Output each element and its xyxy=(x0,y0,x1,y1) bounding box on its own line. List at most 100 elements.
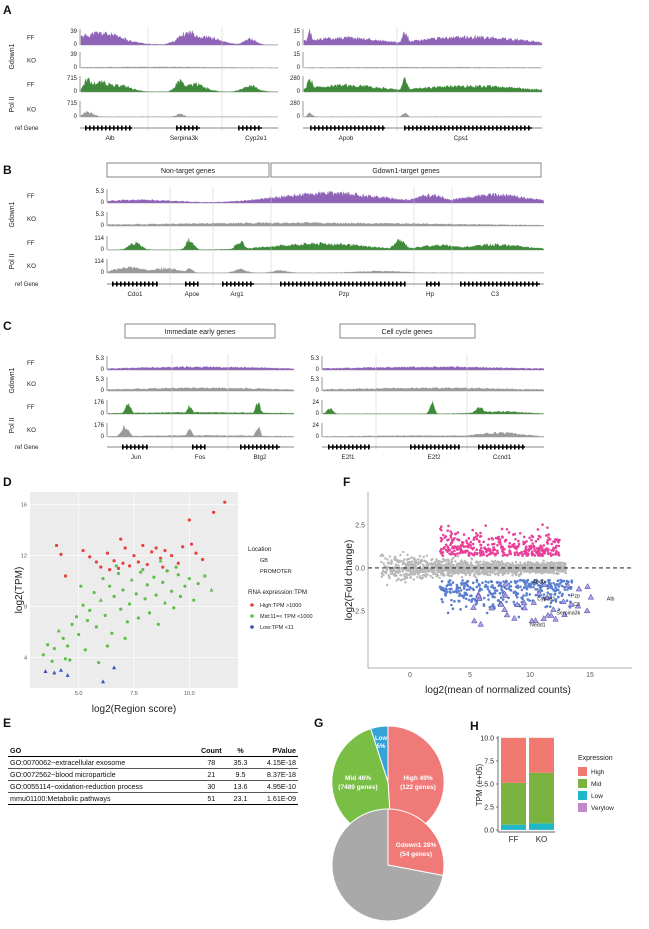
gene-exon xyxy=(246,125,248,131)
ma-point-up xyxy=(474,532,478,535)
track-condition-label: FF xyxy=(27,81,35,88)
ma-point-ns xyxy=(406,553,409,557)
gene-exon xyxy=(230,281,232,287)
ma-point-up xyxy=(555,549,558,553)
ma-point-ns xyxy=(486,573,489,577)
legend-item: Verylow xyxy=(591,805,614,812)
gene-exon xyxy=(138,444,140,450)
ma-point-down xyxy=(492,605,496,608)
ma-point-down xyxy=(497,584,500,587)
bar-segment-high xyxy=(501,737,526,783)
gene-exon xyxy=(338,125,340,131)
ma-point-ns xyxy=(416,576,419,579)
ma-point-ns xyxy=(511,564,514,568)
gene-exon xyxy=(418,444,420,450)
ma-point-up xyxy=(527,547,531,551)
ma-point-up xyxy=(460,543,463,547)
ma-point-ns xyxy=(542,562,546,565)
scatter-point-mid xyxy=(121,588,125,592)
ma-point-up xyxy=(449,541,453,545)
pie-slice-2 xyxy=(370,725,389,783)
gene-exon xyxy=(502,444,504,450)
ma-point-ns xyxy=(401,569,404,572)
ma-point-ns xyxy=(404,576,408,579)
gene-exon xyxy=(382,125,384,131)
ma-point-ns xyxy=(504,570,507,573)
signal-track xyxy=(322,366,545,371)
ma-point-down xyxy=(491,595,495,599)
ma-point-up xyxy=(544,547,548,551)
ma-point-down xyxy=(484,580,488,583)
scatter-point-mid xyxy=(141,568,145,572)
ma-point-down xyxy=(513,579,517,583)
panel-label-b: B xyxy=(3,163,12,177)
gene-exon xyxy=(468,281,470,287)
gene-exon xyxy=(344,444,346,450)
gene-exon xyxy=(142,444,144,450)
table-header-count: Count xyxy=(194,745,229,757)
ma-point-ns xyxy=(461,563,464,566)
panel-label-d: D xyxy=(3,475,12,489)
pie-label-mid: Mid 46% xyxy=(345,775,371,782)
ma-point-up xyxy=(446,538,449,542)
gene-exon xyxy=(404,125,406,131)
gene-exon xyxy=(109,125,111,131)
gene-exon xyxy=(500,281,502,287)
gene-exon xyxy=(410,444,412,450)
gene-exon xyxy=(156,281,158,287)
ma-point-ns xyxy=(505,565,508,568)
table-row: GO:0055114~oxidation-reduction process 3… xyxy=(8,780,298,793)
ma-point-ns xyxy=(390,562,393,565)
ma-point-down xyxy=(534,587,537,591)
legend-location-promoter: PROMOTER xyxy=(260,569,292,575)
header-nontarget-genes: Non-target genes xyxy=(161,168,216,175)
ma-point-ns xyxy=(474,568,477,571)
gene-exon xyxy=(272,444,274,450)
ma-point-down xyxy=(450,598,453,602)
ma-point-ns xyxy=(514,570,518,573)
bar-segment-low xyxy=(529,823,554,830)
ma-triangle-target xyxy=(541,581,548,587)
ma-point-ns xyxy=(525,564,529,568)
ma-point-ns xyxy=(564,569,567,573)
gene-exon xyxy=(434,281,436,287)
ma-point-up xyxy=(508,550,511,554)
gene-exon xyxy=(378,125,380,131)
track-scale-zero: 0 xyxy=(297,42,301,48)
scatter-point-high xyxy=(154,546,158,550)
gene-exon xyxy=(424,125,426,131)
ma-point-ns xyxy=(508,571,511,574)
ma-point-ns xyxy=(519,561,522,564)
ma-triangle-target xyxy=(477,620,484,627)
ma-point-ns xyxy=(415,568,419,571)
gene-exon xyxy=(468,125,470,131)
scatter-point-mid xyxy=(92,590,96,595)
signal-track xyxy=(322,401,545,415)
ma-point-ns xyxy=(444,559,447,562)
gene-exon xyxy=(436,125,438,131)
ma-point-down xyxy=(459,608,462,611)
ma-point-up xyxy=(522,540,525,544)
go-pvalue: 4.15E-18 xyxy=(252,756,298,769)
gene-exon xyxy=(370,125,372,131)
ma-point-up xyxy=(523,549,527,553)
scatter-point-mid xyxy=(196,582,200,586)
ma-point-up xyxy=(479,554,482,557)
ma-point-up xyxy=(518,531,522,535)
ma-point-ns xyxy=(421,563,425,566)
ma-triangle-target xyxy=(497,600,505,607)
ma-point-ns xyxy=(424,575,428,578)
gene-exon xyxy=(248,444,250,450)
ma-point-down xyxy=(471,597,474,601)
signal-track xyxy=(107,387,295,392)
ma-point-ns xyxy=(469,561,473,564)
ma-triangle-target xyxy=(584,583,591,589)
ma-point-down xyxy=(550,599,554,602)
ma-point-down xyxy=(535,581,538,585)
scatter-point-high xyxy=(145,562,149,567)
ma-point-ns xyxy=(440,560,443,564)
ma-point-ns xyxy=(383,564,386,568)
ma-point-up xyxy=(496,549,499,553)
ma-triangle-target xyxy=(528,617,536,624)
signal-track xyxy=(107,266,545,274)
